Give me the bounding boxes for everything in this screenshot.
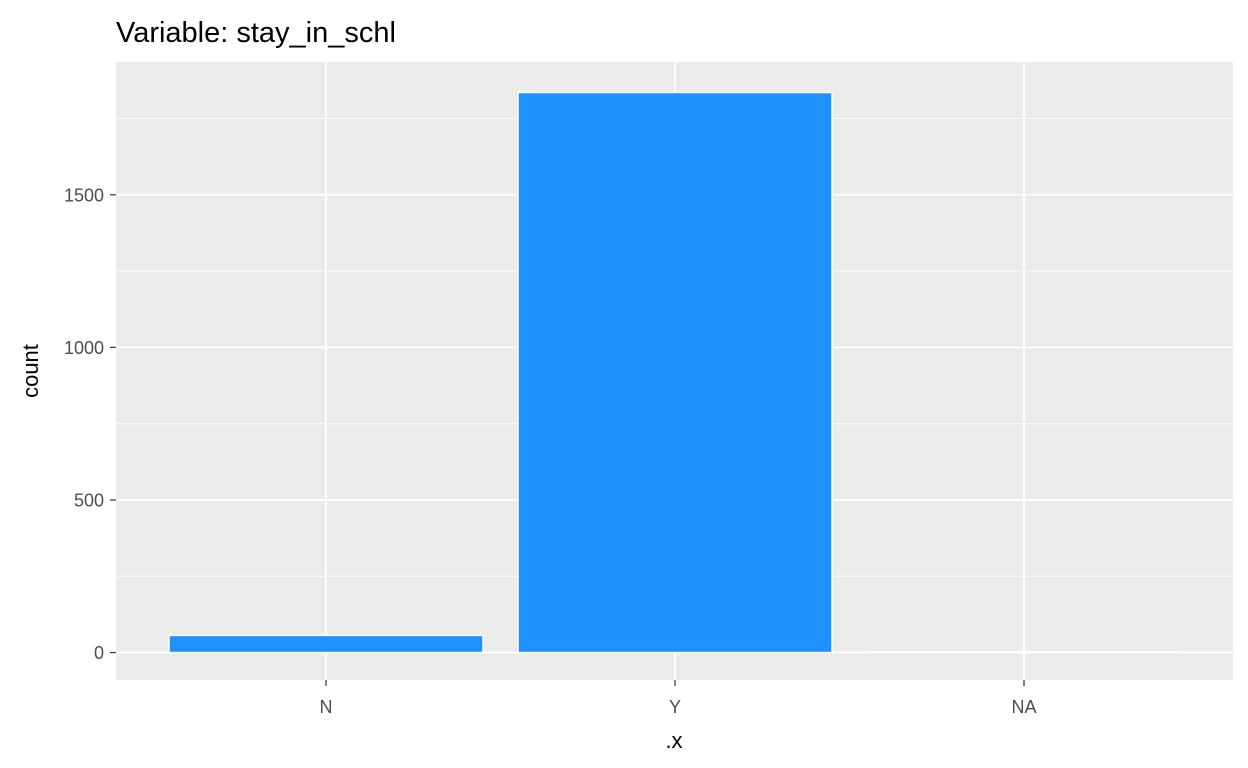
x-tick-label: Y: [669, 697, 681, 717]
y-axis-title: count: [18, 344, 43, 398]
bar: [517, 91, 833, 654]
y-axis: 0 500 1000 1500: [64, 185, 116, 663]
y-tick-label: 500: [74, 490, 104, 510]
x-tick-label: N: [320, 697, 333, 717]
chart-title: Variable: stay_in_schl: [116, 17, 396, 49]
y-tick-label: 0: [94, 643, 104, 663]
bar: [866, 651, 1182, 654]
y-tick-label: 1000: [64, 338, 104, 358]
x-axis: N Y NA: [320, 680, 1037, 717]
x-axis-title: .x: [665, 728, 682, 753]
x-tick-label: NA: [1011, 697, 1036, 717]
bar: [168, 634, 484, 654]
bars: [168, 91, 1182, 654]
y-tick-label: 1500: [64, 185, 104, 205]
